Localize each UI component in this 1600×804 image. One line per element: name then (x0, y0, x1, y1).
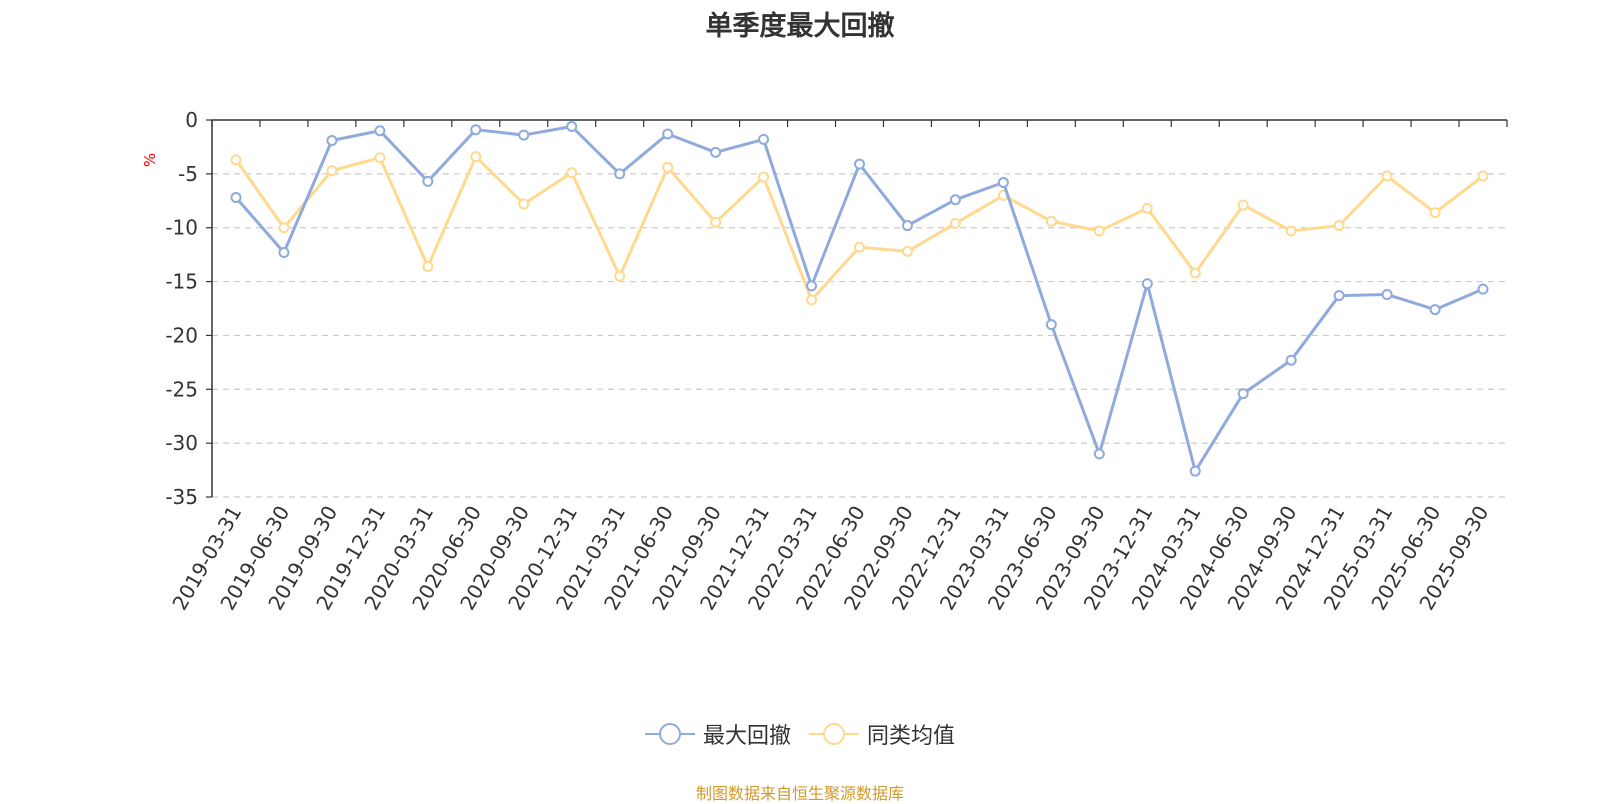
series-1-point (1189, 267, 1201, 279)
series-0-point (949, 194, 961, 206)
series-1-point (230, 154, 242, 166)
series-0-point (1045, 319, 1057, 331)
series-1-point (614, 270, 626, 282)
series-0-point (470, 124, 482, 136)
series-0-point (422, 175, 434, 187)
series-0-point (1093, 448, 1105, 460)
series-0-point (1477, 283, 1489, 295)
series-1-point (1477, 170, 1489, 182)
series-0-point (614, 168, 626, 180)
y-tick-label: -20 (165, 323, 198, 347)
series-0-point (854, 158, 865, 170)
series-1-point (1333, 220, 1345, 232)
series-1-point (854, 241, 865, 253)
legend-label: 最大回撤 (702, 724, 791, 749)
series-line-0 (234, 124, 1484, 473)
y-tick-label: -15 (165, 270, 198, 294)
series-0-point (997, 176, 1009, 188)
series-0-point (1429, 304, 1441, 316)
series-1-point (1141, 202, 1153, 214)
series-0-point (230, 192, 242, 204)
legend-marker-icon (809, 723, 859, 745)
y-axis-unit-label: % (141, 153, 159, 167)
series-1-point (422, 260, 434, 272)
axes: 0-5-10-15-20-25-30-352019-03-312019-06-3… (165, 108, 1508, 614)
series-1-point (662, 161, 674, 173)
legend-marker-icon (644, 723, 695, 745)
series-1-point (278, 222, 290, 234)
y-tick-label: -10 (165, 216, 198, 240)
chart-title: 单季度最大回撤 (705, 11, 895, 42)
series-1-point (710, 216, 722, 228)
y-tick-label: 0 (185, 108, 198, 132)
series-0-point (1333, 290, 1345, 302)
legend-item-series-0[interactable]: 最大回撤 (644, 718, 791, 750)
series-0-point (326, 134, 338, 146)
series-0-point (710, 146, 722, 158)
series-1-point (901, 245, 913, 257)
y-tick-label: -5 (178, 162, 198, 186)
series-1-point (1093, 225, 1105, 237)
series-0-point (518, 129, 530, 141)
series-0-point (278, 246, 290, 258)
y-tick-label: -30 (165, 431, 198, 455)
series-0-point (1141, 278, 1153, 290)
series-0-point (374, 125, 386, 137)
y-tick-label: -35 (165, 485, 198, 509)
series-1-point (326, 165, 338, 177)
series-1-point (1045, 215, 1057, 227)
legend-item-series-1[interactable]: 同类均值 (809, 718, 955, 750)
series-layer (230, 120, 1489, 477)
series-1-point (1285, 225, 1297, 237)
series-0-point (901, 220, 913, 232)
series-1-point (1381, 170, 1393, 182)
series-1-point (758, 171, 770, 183)
series-1-point (566, 167, 578, 179)
series-0-point (1285, 354, 1297, 366)
series-0-point (758, 133, 770, 145)
series-0-point (566, 120, 578, 132)
legend-label: 同类均值 (867, 724, 956, 749)
series-1-point (1237, 199, 1249, 211)
series-1-point (806, 294, 818, 306)
series-1-point (374, 152, 386, 164)
y-tick-label: -25 (165, 377, 198, 401)
series-1-point (518, 198, 530, 210)
series-0-point (1237, 388, 1249, 400)
grid-lines (212, 173, 1507, 498)
series-0-point (1189, 465, 1201, 477)
series-0-point (806, 280, 818, 292)
series-1-point (1429, 207, 1441, 219)
legend: 最大回撤 同类均值 (0, 718, 1600, 750)
series-0-point (662, 128, 674, 140)
source-note: 制图数据来自恒生聚源数据库 (695, 784, 904, 803)
series-1-point (949, 217, 961, 229)
series-0-point (1381, 288, 1393, 300)
series-1-point (470, 151, 482, 163)
